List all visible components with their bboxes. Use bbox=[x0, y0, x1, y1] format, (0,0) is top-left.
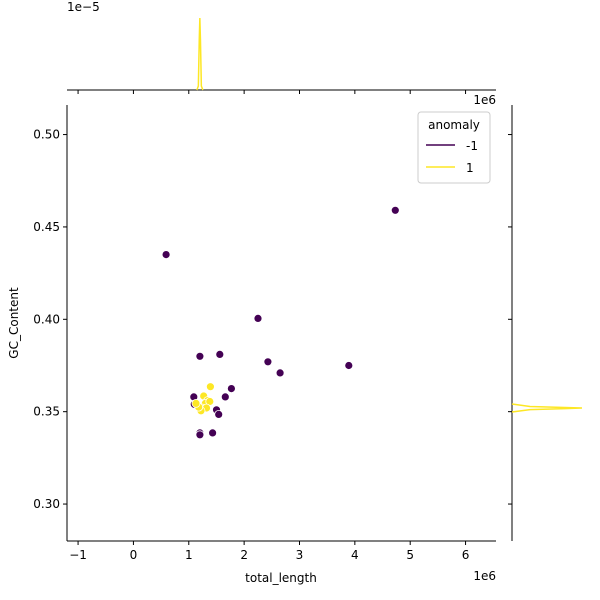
right-marginal-offset-text: 1e6 bbox=[473, 93, 496, 107]
legend-label-pos1: 1 bbox=[466, 161, 474, 175]
right-marginal-ticks bbox=[508, 134, 512, 505]
x-tick-label: 0 bbox=[130, 548, 138, 562]
y-tick-label: 0.30 bbox=[33, 497, 60, 511]
point-anomaly-neg1 bbox=[195, 351, 205, 361]
y-tick-label: 0.35 bbox=[33, 405, 60, 419]
y-tick-label: 0.45 bbox=[33, 220, 60, 234]
point-anomaly-neg1 bbox=[161, 250, 171, 260]
y-axis-title: GC_Content bbox=[7, 287, 21, 359]
point-anomaly-neg1 bbox=[275, 368, 285, 378]
point-anomaly-neg1 bbox=[226, 384, 236, 394]
point-anomaly-neg1 bbox=[214, 409, 224, 419]
y-tick-label: 0.50 bbox=[33, 128, 60, 142]
scatter-points bbox=[161, 205, 400, 440]
point-anomaly-neg1 bbox=[344, 361, 354, 370]
x-tick-label: 3 bbox=[296, 548, 304, 562]
x-axis-title: total_length bbox=[245, 571, 317, 585]
y-tick-label: 0.40 bbox=[33, 312, 60, 326]
main-axes: −1 0 1 2 3 4 5 6 0.30 0.35 0.40 0.45 0.50 total_len… bbox=[7, 105, 496, 585]
x-axis-ticks: −1 0 1 2 3 4 5 6 bbox=[69, 541, 469, 562]
x-tick-label: −1 bbox=[69, 548, 87, 562]
right-marginal-axis: 1e6 bbox=[473, 93, 583, 541]
point-anomaly-neg1 bbox=[253, 313, 263, 323]
right-marginal-density-curve bbox=[511, 403, 583, 413]
top-marginal-axis: 1e−5 bbox=[67, 0, 496, 94]
x-tick-label: 6 bbox=[462, 548, 470, 562]
x-tick-label: 2 bbox=[240, 548, 248, 562]
point-anomaly-neg1 bbox=[208, 428, 218, 438]
x-tick-label: 4 bbox=[351, 548, 359, 562]
legend-title: anomaly bbox=[428, 118, 480, 132]
top-marginal-ticks bbox=[77, 90, 467, 94]
point-anomaly-pos1 bbox=[191, 398, 201, 408]
x-tick-label: 5 bbox=[406, 548, 414, 562]
x-axis-offset-text: 1e6 bbox=[473, 569, 496, 583]
legend-label-neg1: -1 bbox=[466, 139, 478, 153]
point-anomaly-neg1 bbox=[220, 392, 230, 402]
top-marginal-density-curve bbox=[196, 17, 204, 91]
legend-frame bbox=[417, 111, 491, 184]
point-anomaly-neg1 bbox=[390, 205, 400, 215]
point-anomaly-neg1 bbox=[263, 357, 273, 367]
y-axis-ticks: 0.30 0.35 0.40 0.45 0.50 bbox=[33, 128, 67, 511]
legend: anomaly -1 1 bbox=[417, 111, 491, 184]
x-tick-label: 1 bbox=[185, 548, 193, 562]
point-anomaly-pos1 bbox=[205, 382, 215, 392]
point-anomaly-neg1 bbox=[215, 349, 225, 359]
point-anomaly-neg1 bbox=[195, 430, 205, 440]
top-marginal-offset-text: 1e−5 bbox=[67, 0, 100, 14]
